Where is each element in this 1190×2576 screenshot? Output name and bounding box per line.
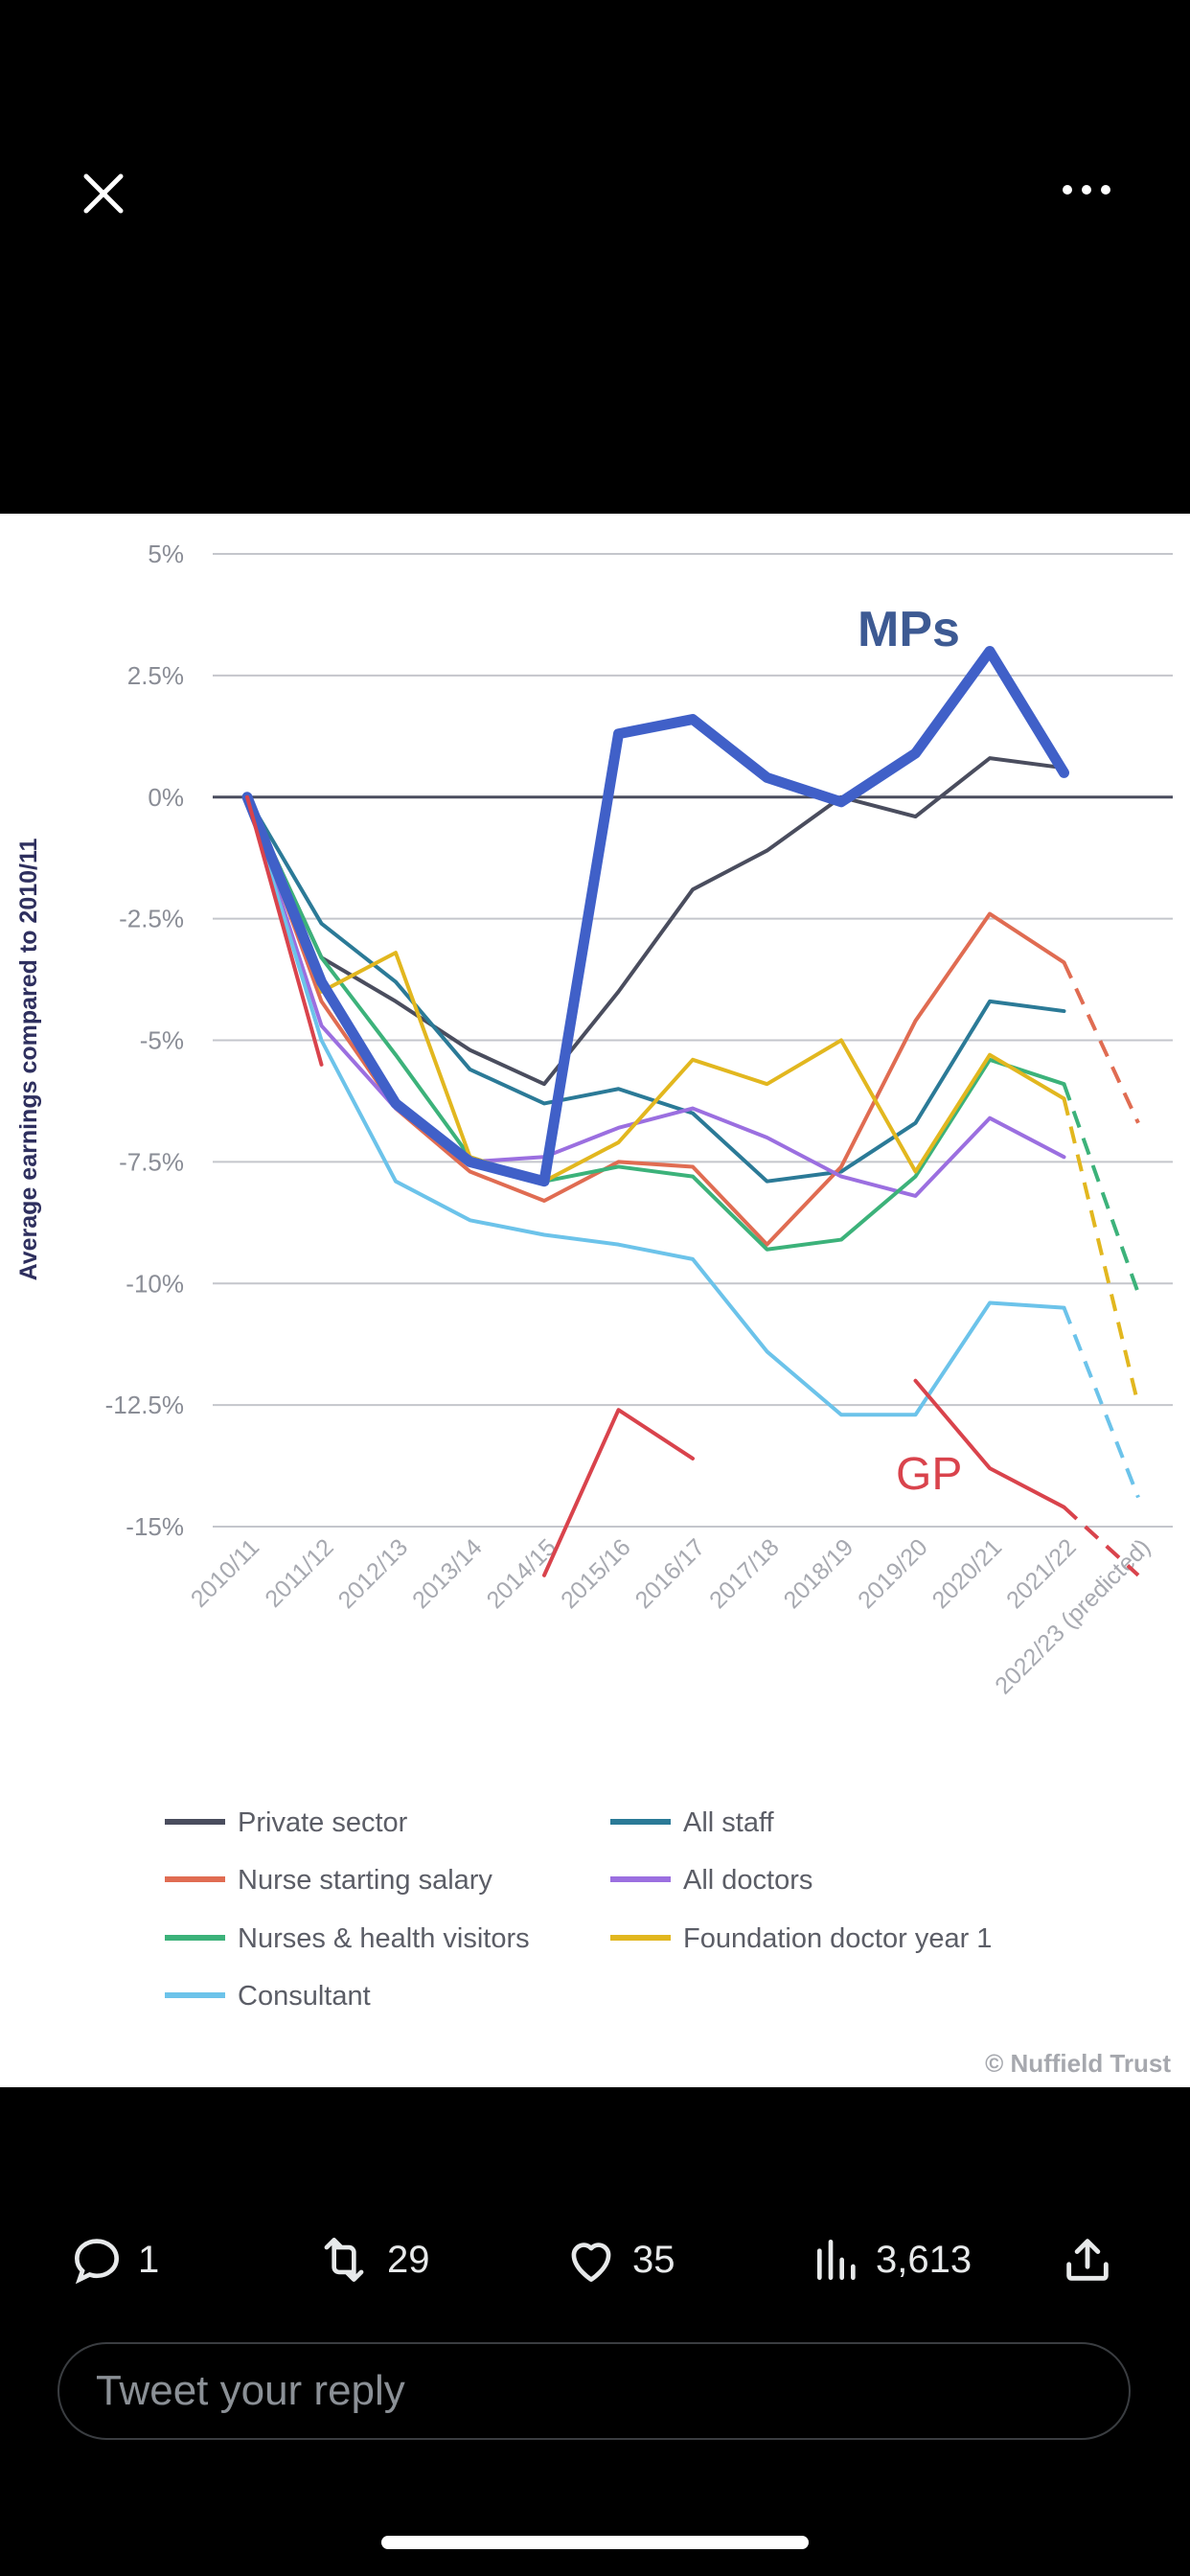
retweet-icon bbox=[324, 2238, 364, 2282]
x-tick-label: 2019/20 bbox=[853, 1533, 933, 1614]
reply-input[interactable] bbox=[94, 2366, 1129, 2416]
series-line bbox=[245, 794, 1066, 1184]
x-tick-label: 2016/17 bbox=[630, 1533, 711, 1614]
series-line bbox=[245, 756, 1066, 1087]
like-count: 35 bbox=[632, 2238, 675, 2281]
x-tick-label: 2018/19 bbox=[779, 1533, 859, 1614]
x-tick-label: 2013/14 bbox=[407, 1533, 488, 1614]
series-projection-line bbox=[1062, 1306, 1140, 1499]
y-tick-label: -2.5% bbox=[119, 905, 184, 933]
y-tick-label: -5% bbox=[140, 1026, 184, 1055]
legend-label: All staff bbox=[683, 1807, 775, 1838]
y-tick-label: -15% bbox=[126, 1512, 184, 1541]
reply-count: 1 bbox=[138, 2238, 160, 2281]
series-line bbox=[245, 794, 324, 1067]
reply-button[interactable]: 1 bbox=[67, 2221, 159, 2298]
earnings-line-chart: 5% 2.5% 0% -2.5% -5% -7.5% -10% -12.5% -15% Avera… bbox=[15, 540, 1173, 2078]
legend-label: Consultant bbox=[238, 1981, 371, 2012]
tweet-media-image[interactable]: 5% 2.5% 0% -2.5% -5% -7.5% -10% -12.5% -15% Avera… bbox=[0, 514, 1190, 2087]
views-icon bbox=[817, 2240, 856, 2280]
series-projection-line bbox=[1062, 1083, 1140, 1295]
x-tick-label: 2014/15 bbox=[482, 1533, 562, 1614]
y-tick-label: -10% bbox=[126, 1269, 184, 1298]
y-tick-label: 0% bbox=[148, 783, 184, 812]
legend-label: Nurse starting salary bbox=[238, 1865, 492, 1896]
tweet-actions-bar: 1 29 35 3,613 bbox=[0, 2221, 1190, 2298]
retweet-count: 29 bbox=[387, 2238, 430, 2281]
retweet-button[interactable]: 29 bbox=[312, 2221, 430, 2298]
y-tick-label: 5% bbox=[148, 540, 184, 568]
series-line bbox=[241, 646, 1069, 1187]
legend-label: Foundation doctor year 1 bbox=[683, 1923, 992, 1954]
close-icon[interactable] bbox=[75, 165, 132, 222]
more-icon[interactable] bbox=[1058, 172, 1115, 207]
home-indicator[interactable] bbox=[381, 2536, 809, 2549]
series-line bbox=[542, 1408, 695, 1577]
series-projection-line bbox=[1062, 961, 1140, 1124]
series-line bbox=[245, 794, 1066, 1198]
x-tick-label: 2020/21 bbox=[927, 1533, 1008, 1614]
reply-composer bbox=[57, 2342, 1131, 2440]
source-credit: © Nuffield Trust bbox=[985, 2049, 1171, 2078]
series-line bbox=[245, 794, 1066, 1252]
x-tick-label: 2010/11 bbox=[186, 1533, 264, 1612]
media-viewer-header bbox=[0, 0, 1190, 514]
mps-annotation: MPs bbox=[858, 602, 960, 657]
heart-icon bbox=[571, 2242, 611, 2282]
x-tick-label: 2012/13 bbox=[333, 1533, 414, 1614]
series-projection-line bbox=[1062, 1097, 1140, 1406]
x-tick-label: 2011/12 bbox=[260, 1533, 338, 1612]
x-tick-label: 2015/16 bbox=[556, 1533, 636, 1614]
y-tick-label: -12.5% bbox=[105, 1391, 184, 1419]
series-line bbox=[245, 794, 1066, 1417]
y-axis-label: Average earnings compared to 2010/11 bbox=[15, 839, 42, 1281]
views-button[interactable]: 3,613 bbox=[811, 2221, 972, 2298]
legend-label: Nurses & health visitors bbox=[238, 1923, 530, 1954]
legend-label: All doctors bbox=[683, 1865, 812, 1896]
x-tick-label: 2017/18 bbox=[704, 1533, 785, 1614]
gp-annotation: GP bbox=[896, 1449, 962, 1500]
series-line bbox=[913, 1378, 1066, 1509]
reply-icon bbox=[75, 2239, 119, 2285]
like-button[interactable]: 35 bbox=[561, 2221, 675, 2298]
views-count: 3,613 bbox=[876, 2238, 973, 2281]
y-tick-label: 2.5% bbox=[127, 661, 184, 690]
series-line bbox=[245, 794, 1066, 1184]
y-tick-label: -7.5% bbox=[119, 1147, 184, 1176]
share-button[interactable] bbox=[1060, 2221, 1115, 2298]
series-projection-line bbox=[1063, 1506, 1140, 1577]
legend-label: Private sector bbox=[238, 1807, 408, 1838]
share-icon bbox=[1066, 2239, 1109, 2281]
